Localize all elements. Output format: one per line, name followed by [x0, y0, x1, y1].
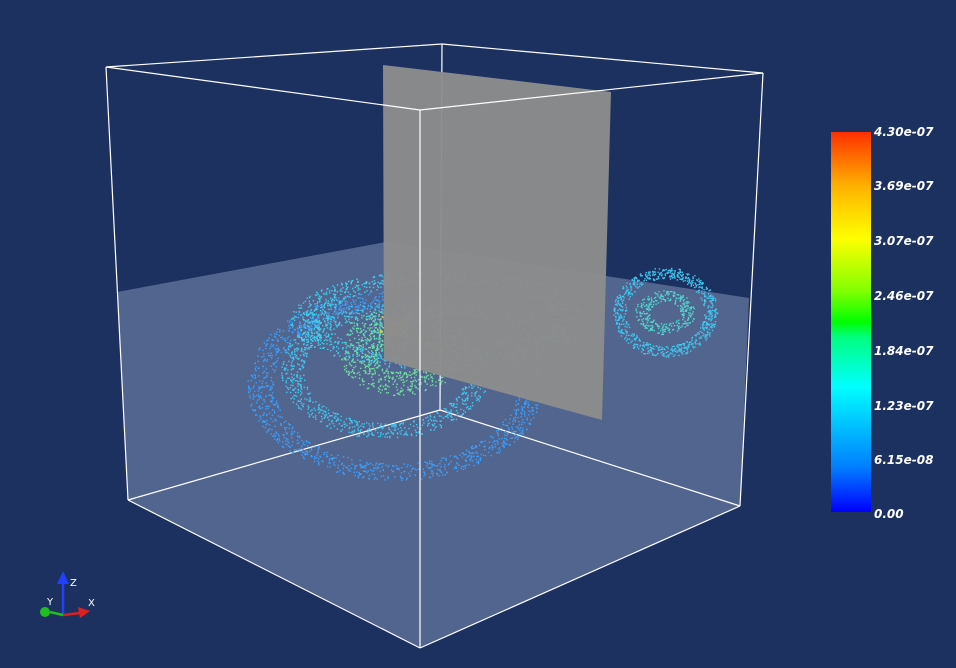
- y-axis-label: Y: [46, 597, 54, 608]
- x-axis-arrowhead: [78, 607, 90, 618]
- colorbar-tick: 3.69e-07: [874, 179, 934, 193]
- colorbar-tick: 2.46e-07: [874, 289, 934, 303]
- y-axis-arrowhead: [40, 607, 50, 617]
- colorbar-tick: 4.30e-07: [874, 125, 934, 139]
- colorbar-tick: 1.84e-07: [874, 344, 934, 358]
- x-axis-arrow: [62, 611, 81, 617]
- z-axis-label: Z: [70, 578, 77, 589]
- colorbar-gradient: [831, 132, 871, 512]
- colorbar-tick: 3.07e-07: [874, 234, 934, 248]
- orientation-axes-widget: Z X Y: [40, 571, 95, 618]
- vertical-slice-plane: [383, 65, 611, 420]
- colorbar-tick: 1.23e-07: [874, 399, 934, 413]
- x-axis-label: X: [88, 598, 95, 609]
- y-axis-arrow: [49, 610, 64, 617]
- colorbar-tick: 0.00: [874, 507, 904, 521]
- bounding-box-front-edges: [105, 66, 764, 649]
- scalar-colorbar: 4.30e-07 3.69e-07 3.07e-07 2.46e-07 1.84…: [831, 125, 933, 521]
- colorbar-tick: 6.15e-08: [874, 453, 934, 467]
- z-axis-arrowhead: [57, 571, 69, 584]
